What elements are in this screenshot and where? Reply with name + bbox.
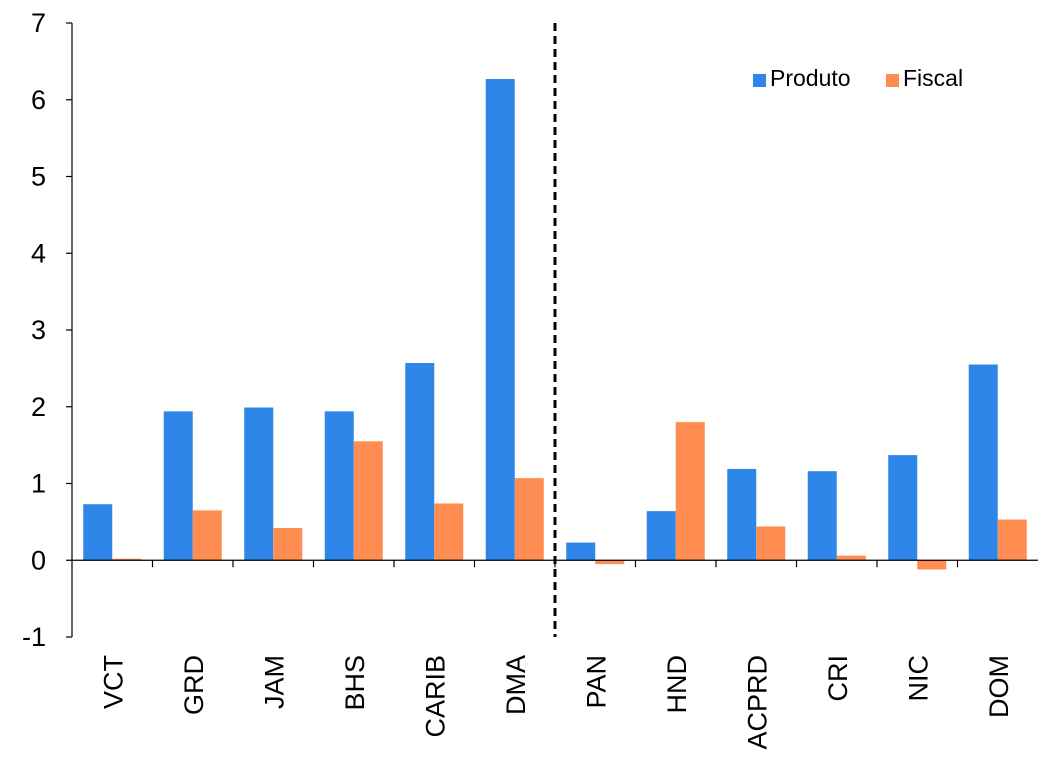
category-label: DOM — [984, 655, 1014, 718]
bar-fiscal-nic — [917, 560, 947, 570]
category-label: NIC — [903, 655, 933, 702]
bar-fiscal-hnd — [675, 422, 705, 561]
bar-fiscal-dom — [997, 519, 1027, 561]
bar-produto-vct — [83, 504, 113, 561]
bar-produto-pan — [566, 542, 596, 561]
legend-swatch-produto — [753, 74, 766, 87]
bar-produto-hnd — [646, 511, 676, 561]
bar-produto-nic — [888, 455, 918, 561]
bar-fiscal-grd — [192, 510, 222, 561]
y-tick-label: 7 — [31, 8, 46, 38]
bar-fiscal-acprd — [756, 526, 786, 561]
bar-fiscal-vct — [112, 558, 142, 561]
y-tick-label: 1 — [31, 469, 46, 499]
y-tick-label: 3 — [31, 315, 46, 345]
bar-produto-bhs — [324, 411, 354, 561]
y-tick-label: 2 — [31, 392, 46, 422]
category-label: GRD — [179, 655, 209, 715]
category-label: CRI — [823, 655, 853, 702]
bar-fiscal-dma — [514, 478, 544, 561]
bar-fiscal-bhs — [353, 441, 383, 561]
category-label: VCT — [98, 655, 128, 709]
category-label: JAM — [259, 655, 289, 709]
legend-swatch-fiscal — [886, 74, 899, 87]
bar-produto-dma — [485, 79, 515, 561]
bar-produto-carib — [405, 363, 435, 561]
y-tick-label: 4 — [31, 238, 46, 268]
category-label: HND — [662, 655, 692, 714]
bar-fiscal-cri — [836, 555, 866, 561]
bar-produto-dom — [968, 364, 998, 561]
y-tick-label: -1 — [22, 622, 46, 652]
y-tick-label: 0 — [31, 545, 46, 575]
category-label: DMA — [501, 655, 531, 715]
y-tick-label: 6 — [31, 85, 46, 115]
bar-produto-grd — [163, 411, 193, 561]
legend-label-produto: Produto — [770, 65, 851, 91]
category-label: CARIB — [420, 655, 450, 738]
category-label: BHS — [340, 655, 370, 711]
bar-produto-jam — [244, 407, 274, 561]
bar-fiscal-carib — [434, 503, 464, 561]
bar-fiscal-jam — [273, 528, 303, 561]
legend-label-fiscal: Fiscal — [903, 65, 963, 91]
y-tick-label: 5 — [31, 162, 46, 192]
category-label: PAN — [581, 655, 611, 709]
bar-fiscal-pan — [595, 560, 625, 565]
category-label: ACPRD — [742, 655, 772, 750]
bar-produto-cri — [807, 471, 837, 561]
bar-produto-acprd — [727, 468, 757, 561]
